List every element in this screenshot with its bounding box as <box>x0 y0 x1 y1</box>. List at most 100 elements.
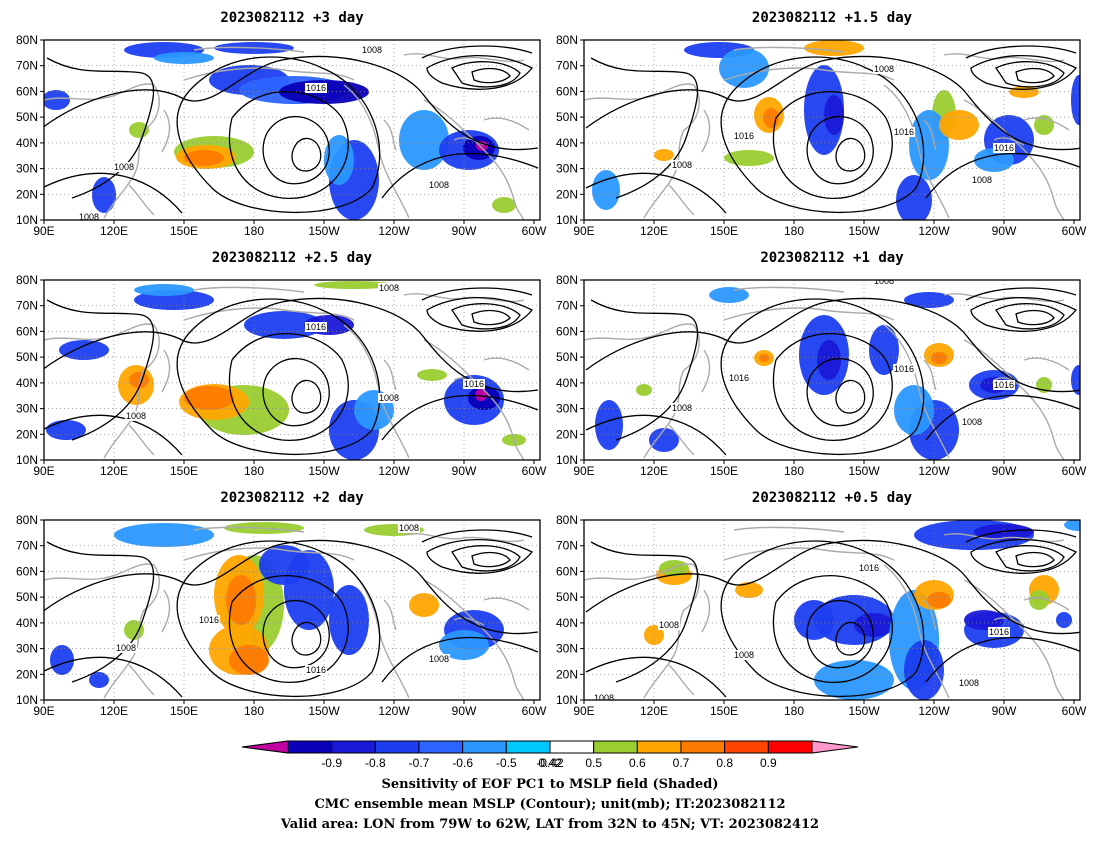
contour-label-bg <box>125 411 147 421</box>
mslp-contour <box>262 358 330 427</box>
coastline <box>668 664 695 696</box>
contour-label-bg <box>305 665 327 675</box>
contour-label-bg <box>893 127 915 137</box>
mslp-contour <box>44 172 183 214</box>
coastline <box>183 547 355 561</box>
colorbar: -0.9 -0.8 -0.7 -0.6 -0.5 -0.420.42 0.5 0.6 0.7 0.… <box>241 740 859 770</box>
mslp-contour <box>381 636 539 683</box>
lon-tick-label: 60W <box>1062 704 1087 718</box>
lat-tick-label: 70N <box>556 299 578 313</box>
lon-tick-label: 120W <box>378 224 410 238</box>
sensitivity-shading <box>1009 86 1039 98</box>
lon-tick-label: 150E <box>710 224 738 238</box>
contour-label: 1008 <box>672 403 692 413</box>
sensitivity-shading <box>869 325 899 375</box>
coastline <box>183 307 355 321</box>
sensitivity-shading <box>735 582 763 598</box>
contour-label: 1008 <box>972 175 992 185</box>
sensitivity-shading <box>709 287 749 303</box>
lat-tick-label: 30N <box>556 402 578 416</box>
colorbar-swatch <box>374 740 420 754</box>
lon-tick-label: 150E <box>170 704 198 718</box>
contour-label: 1008 <box>672 160 692 170</box>
coastline <box>733 526 845 533</box>
contour-label: 1016 <box>464 379 484 389</box>
lon-tick-label: 90W <box>992 704 1017 718</box>
coastline <box>733 46 845 53</box>
contour-label: 1016 <box>306 322 326 332</box>
coastline <box>403 53 525 63</box>
lat-tick-label: 10N <box>16 693 38 707</box>
mslp-contour <box>46 299 155 441</box>
mslp-contour <box>471 551 511 568</box>
mslp-contour <box>772 574 893 683</box>
lat-tick-label: 50N <box>556 590 578 604</box>
coastline <box>128 424 155 456</box>
lat-tick-label: 80N <box>556 273 578 287</box>
mslp-contour <box>590 299 699 441</box>
lat-tick-label: 80N <box>16 273 38 287</box>
mslp-contour <box>806 116 874 185</box>
sensitivity-shading <box>409 593 439 617</box>
coastline <box>701 349 711 393</box>
colorbar-label: -0.7 <box>409 756 430 770</box>
lon-tick-label: 150E <box>710 464 738 478</box>
sensitivity-shading <box>475 389 487 401</box>
lat-tick-label: 60N <box>16 324 38 338</box>
sensitivity-shading <box>854 613 894 637</box>
lat-tick-label: 50N <box>556 110 578 124</box>
lat-tick-label: 40N <box>556 616 578 630</box>
coastline <box>943 53 1065 63</box>
lat-tick-label: 80N <box>556 513 578 527</box>
colorbar-swatch <box>331 740 376 754</box>
sensitivity-shading <box>399 110 449 170</box>
lon-tick-label: 120W <box>918 704 950 718</box>
colorbar-swatch <box>462 740 507 754</box>
lon-tick-label: 180 <box>244 224 264 238</box>
lat-tick-label: 10N <box>556 453 578 467</box>
coastline <box>883 564 950 699</box>
mslp-contour <box>44 656 183 698</box>
caption-line-1: Sensitivity of EOF PC1 to MSLP field (Sh… <box>381 777 719 792</box>
lon-tick-label: 90E <box>33 224 54 238</box>
colorbar-label: -0.8 <box>365 756 386 770</box>
sensitivity-shading <box>804 40 864 56</box>
sensitivity-shading <box>759 354 769 362</box>
coastline <box>668 424 695 456</box>
panel-title: 2023082112 +0.5 day <box>752 490 913 506</box>
mslp-contour <box>720 298 925 456</box>
mslp-contour <box>262 116 330 185</box>
sensitivity-shading <box>595 400 623 450</box>
colorbar-label: -0.6 <box>452 756 473 770</box>
lat-tick-label: 20N <box>16 667 38 681</box>
contour-label-bg <box>428 180 450 190</box>
coastline <box>1023 117 1070 131</box>
coastline <box>161 109 171 153</box>
coastline <box>993 137 1025 146</box>
mslp-contour <box>471 67 511 84</box>
contour-label-bg <box>728 373 750 383</box>
mslp-contour <box>44 55 539 151</box>
mslp-contour <box>720 56 925 214</box>
mslp-contour <box>965 529 1078 574</box>
mslp-contour <box>228 90 349 199</box>
sensitivity-shading <box>1071 365 1080 395</box>
caption-line-2: CMC ensemble mean MSLP (Contour); unit(m… <box>314 797 786 812</box>
panel-title: 2023082112 +1 day <box>760 250 904 266</box>
lat-tick-label: 30N <box>16 162 38 176</box>
sensitivity-shading <box>329 585 369 655</box>
coastline <box>701 109 711 153</box>
contour-label: 1008 <box>429 654 449 664</box>
coastline <box>161 589 171 633</box>
contour-label: 1008 <box>362 45 382 55</box>
map-frame <box>583 519 1081 701</box>
lon-tick-label: 90E <box>573 224 594 238</box>
lat-tick-label: 10N <box>16 213 38 227</box>
colorbar-label: 0.5 <box>585 756 602 770</box>
contour-label: 1016 <box>729 373 749 383</box>
mslp-contour <box>228 332 349 441</box>
contour-label-bg <box>733 131 755 141</box>
contour-label-bg <box>593 693 615 700</box>
sensitivity-shading <box>44 90 70 110</box>
